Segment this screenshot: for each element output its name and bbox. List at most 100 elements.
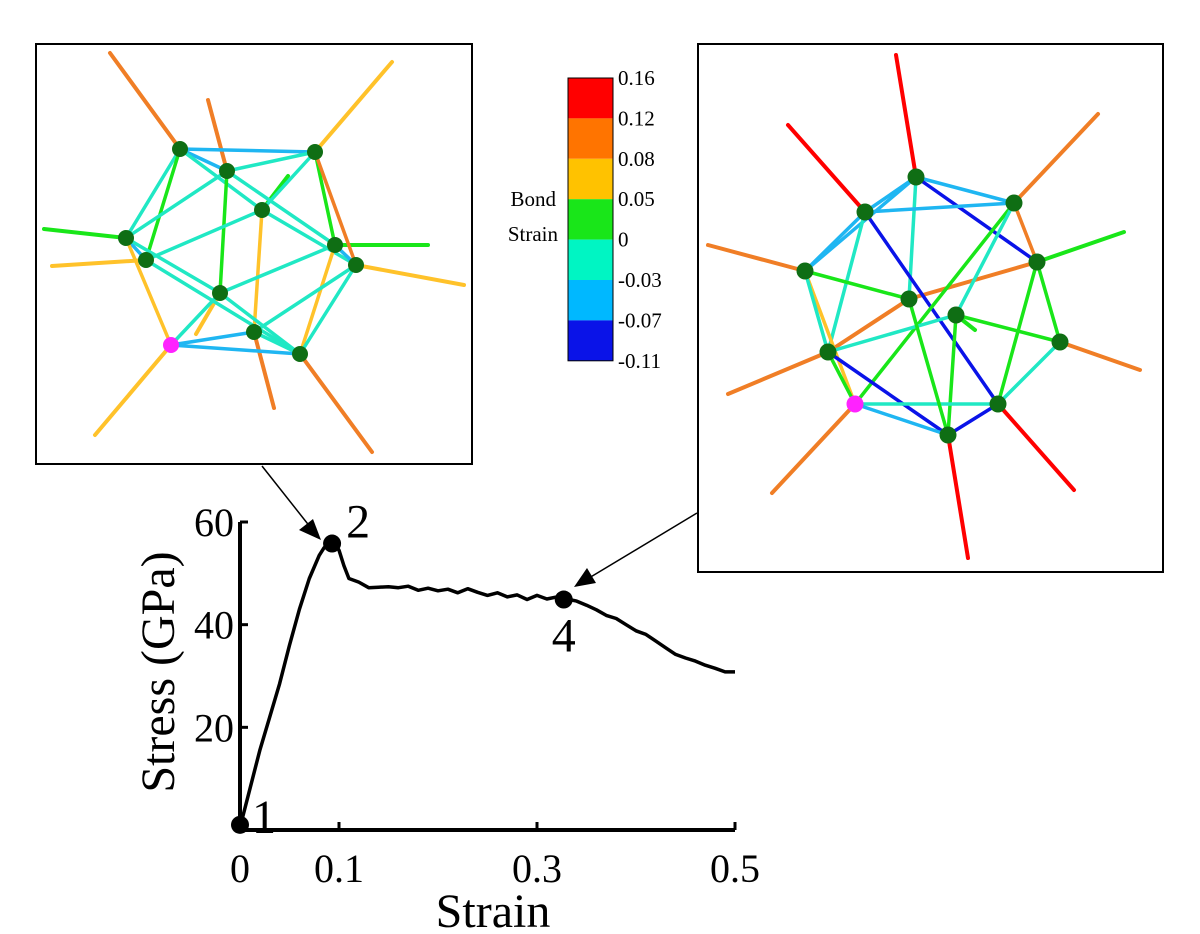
colorbar-label: -0.03 [618,268,662,292]
bond [225,150,317,173]
bond [124,236,173,347]
bond [1012,201,1039,264]
bond [1035,230,1126,264]
atom [900,290,918,308]
colorbar-title-line1: Bond [510,187,556,211]
atom-highlighted [846,395,864,413]
atom [246,324,262,340]
plot-points: 1 2 4 [231,496,576,844]
bond [252,208,264,334]
colorbar-label: 0 [618,228,629,252]
colorbar-swatch [568,199,613,240]
bond [946,402,1000,437]
arrow-head-point-2 [299,519,321,540]
x-tick-label: 0.3 [512,846,562,891]
x-tick-label: 0.1 [314,846,364,891]
colorbar-label: -0.11 [618,349,661,373]
atom [907,168,925,186]
bond [42,227,128,240]
bond [178,147,264,212]
atom [1051,333,1069,351]
bond [169,291,222,347]
colorbar-swatch [568,239,613,280]
x-tick-label: 0 [230,846,250,891]
bond [260,208,358,267]
bond [996,340,1062,406]
atom [796,262,814,280]
atom [138,252,154,268]
point-marker [231,815,249,834]
bond [914,175,1016,205]
bond [803,269,830,354]
bond [252,263,358,334]
bond [354,263,466,287]
bond [954,313,1062,344]
bond [853,402,950,437]
bond [826,350,950,437]
inset-right-outer-bonds [706,53,1142,560]
colorbar-label: 0.16 [618,66,655,90]
bond [996,402,1076,492]
atom [327,237,343,253]
y-tick-label: 40 [194,603,234,648]
y-tick-label: 60 [194,500,234,545]
y-tick-label: 20 [194,705,234,750]
colorbar-label: -0.07 [618,308,662,332]
inset-right-atoms [796,168,1069,444]
inset-left [35,43,473,465]
bond [169,343,302,356]
atom [1005,194,1023,212]
bond [206,98,229,173]
callout-arrows [261,465,698,587]
inset-right-cage-bonds [803,175,1062,437]
bond [144,147,182,262]
bond [826,297,911,354]
bond [803,210,867,273]
x-axis-label: Strain [436,885,551,934]
bond [124,169,229,240]
colorbar-swatch [568,280,613,321]
colorbar-swatch [568,320,613,361]
atom-highlighted [163,337,179,353]
bond [252,330,302,356]
bond [954,201,1016,317]
inset-right [697,43,1164,573]
colorbar-swatch [568,118,613,159]
colorbar-swatch [568,78,613,119]
bond [1012,112,1100,205]
bond [225,169,337,247]
colorbar-label: 0.05 [618,187,655,211]
atom [348,257,364,273]
atom [172,141,188,157]
bond [313,60,394,154]
atom [856,203,874,221]
bond [124,147,182,240]
bond [706,243,807,273]
bond [894,53,918,179]
bond [218,243,337,295]
bond [996,260,1039,406]
bond [218,291,302,356]
bond [298,243,337,356]
plot-axes: 20 40 60 0 0.1 0.3 0.5 [194,500,760,891]
colorbar: Bond Strain 0.16 0.12 0.08 0.05 0 -0.03 -0.07 -… [508,66,662,373]
atom [947,306,965,324]
stress-strain-series [238,540,735,828]
bond [313,150,358,267]
bond [770,402,857,495]
colorbar-frame [567,77,614,362]
atom [118,230,134,246]
atom [307,144,323,160]
atom [219,163,235,179]
arrow-to-point-4 [588,512,698,579]
point-marker [554,590,573,609]
bond [313,150,337,247]
bond [144,258,302,356]
bond [803,269,911,301]
inset-left-cage-bonds [124,147,358,356]
bond [803,269,857,406]
bond [863,201,1016,214]
atom [989,395,1007,413]
colorbar-label: 0.12 [618,106,655,130]
